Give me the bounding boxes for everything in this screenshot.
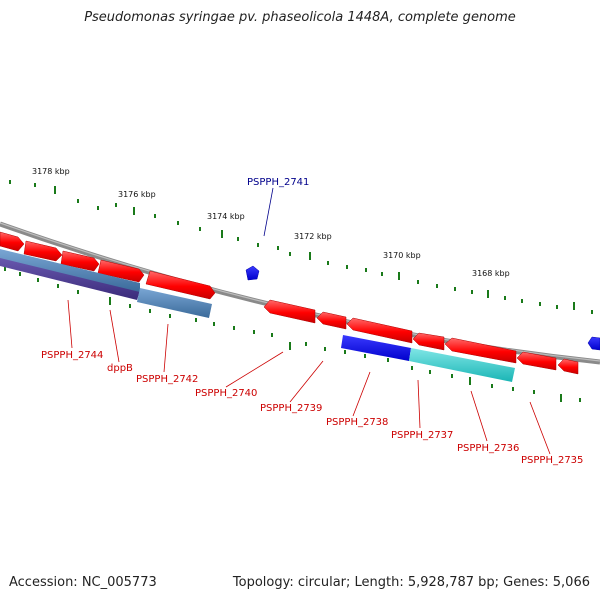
feature-bar-steel[interactable] xyxy=(137,288,212,318)
gene-arrow[interactable] xyxy=(97,259,145,283)
gene-arrow[interactable] xyxy=(587,336,600,351)
accession-text: Accession: NC_005773 xyxy=(9,575,157,590)
forward-strand-genes xyxy=(0,231,216,300)
gene-arrow[interactable] xyxy=(0,231,25,252)
gene-label-pspph-2735[interactable]: PSPPH_2735 xyxy=(521,455,583,466)
outer-scale-ticks xyxy=(9,180,593,314)
gene-label-pspph-2738[interactable]: PSPPH_2738 xyxy=(326,417,388,428)
gene-arrow[interactable] xyxy=(516,351,557,371)
gene-label-dppb[interactable]: dppB xyxy=(107,363,133,374)
feature-bars-right xyxy=(341,335,515,382)
gene-arrow[interactable] xyxy=(412,332,445,351)
gene-label-pspph-2736[interactable]: PSPPH_2736 xyxy=(457,443,519,454)
scale-label-3168: 3168 kbp xyxy=(472,269,510,278)
genome-backbone xyxy=(0,221,600,365)
gene-arrow[interactable] xyxy=(145,270,216,300)
feature-bar-violet[interactable] xyxy=(0,256,140,300)
gene-arrow[interactable] xyxy=(60,250,100,272)
genome-backbone-highlight xyxy=(0,222,600,362)
gene-label-pspph-2737[interactable]: PSPPH_2737 xyxy=(391,430,453,441)
scale-label-3178: 3178 kbp xyxy=(32,167,70,176)
gene-arrow[interactable] xyxy=(444,337,517,364)
gene-label-pspph-2742[interactable]: PSPPH_2742 xyxy=(136,374,198,385)
label-leader-lines xyxy=(67,187,551,455)
genome-summary-text: Topology: circular; Length: 5,928,787 bp… xyxy=(232,575,590,590)
feature-bar-teal[interactable] xyxy=(409,348,515,382)
scale-label-3170: 3170 kbp xyxy=(383,251,421,260)
gene-label-pspph-2744[interactable]: PSPPH_2744 xyxy=(41,350,103,361)
gene-arrow[interactable] xyxy=(316,311,347,330)
gene-label-pspph-2739[interactable]: PSPPH_2739 xyxy=(260,403,322,414)
feature-bar-steel[interactable] xyxy=(0,249,140,292)
scale-label-3172: 3172 kbp xyxy=(294,232,332,241)
gene-arrow[interactable] xyxy=(23,240,63,262)
gene-label-pspph-2741[interactable]: PSPPH_2741 xyxy=(247,177,309,188)
feature-bars-left xyxy=(0,249,212,318)
gene-pspph-2741-marker[interactable] xyxy=(245,265,260,281)
gene-label-pspph-2740[interactable]: PSPPH_2740 xyxy=(195,388,257,399)
scale-label-3174: 3174 kbp xyxy=(207,212,245,221)
gene-arrow[interactable] xyxy=(557,358,579,375)
feature-bar-blue[interactable] xyxy=(341,335,411,361)
gene-arrow[interactable] xyxy=(346,317,413,344)
genome-title: Pseudomonas syringae pv. phaseolicola 14… xyxy=(84,10,516,25)
inner-scale-ticks xyxy=(4,267,581,402)
gene-arrow[interactable] xyxy=(263,299,316,324)
reverse-strand-genes xyxy=(263,299,600,375)
scale-label-3176: 3176 kbp xyxy=(118,190,156,199)
